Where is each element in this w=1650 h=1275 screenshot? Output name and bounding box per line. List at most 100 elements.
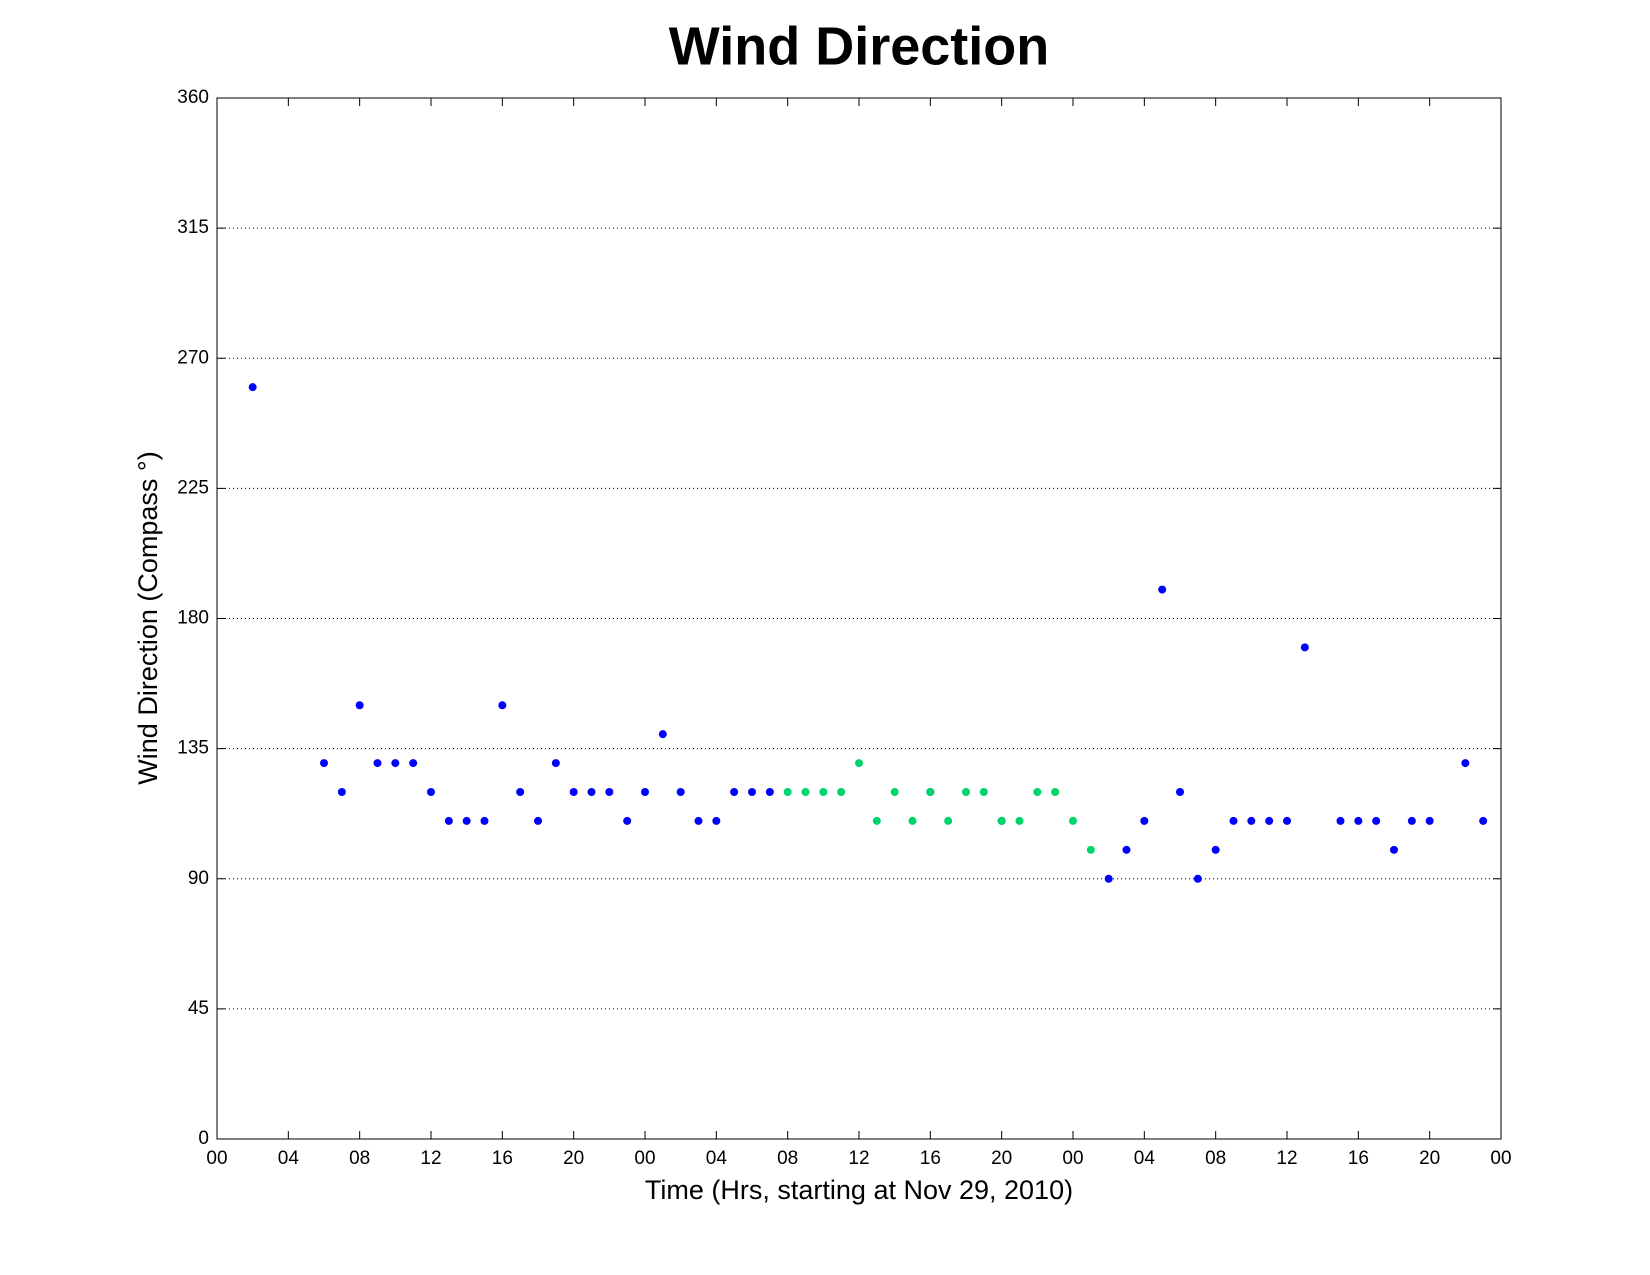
point <box>1158 585 1167 594</box>
point <box>1300 643 1309 652</box>
x-tick-label: 08 <box>349 1148 370 1169</box>
y-tick-label: 135 <box>177 738 209 759</box>
y-tick-label: 45 <box>188 998 209 1019</box>
point <box>409 759 418 768</box>
point <box>248 383 257 392</box>
point <box>337 788 346 796</box>
point <box>1461 759 1470 768</box>
point <box>1193 874 1202 883</box>
x-tick-label: 12 <box>420 1148 441 1169</box>
y-tick-label: 0 <box>198 1128 209 1149</box>
x-tick-label: 00 <box>1062 1148 1083 1169</box>
point <box>855 759 863 768</box>
y-tick-label: 90 <box>188 868 209 889</box>
point <box>1211 845 1220 854</box>
point <box>908 816 917 825</box>
point <box>783 788 792 796</box>
point <box>1122 845 1131 854</box>
point <box>480 816 489 825</box>
point <box>623 816 632 825</box>
x-tick-label: 16 <box>1348 1148 1369 1169</box>
point <box>1176 788 1184 796</box>
x-tick-label: 20 <box>563 1148 584 1169</box>
point <box>1372 816 1381 825</box>
x-tick-label: 04 <box>706 1148 728 1169</box>
point <box>1229 816 1238 825</box>
point <box>1425 816 1434 825</box>
point <box>658 730 667 739</box>
point <box>1104 874 1113 883</box>
point <box>962 788 970 796</box>
y-tick-label: 360 <box>177 87 209 108</box>
point <box>534 816 542 825</box>
x-tick-label: 08 <box>1205 1148 1226 1169</box>
point <box>551 759 560 768</box>
point <box>801 788 810 796</box>
point <box>1069 816 1077 825</box>
x-tick-label: 00 <box>206 1148 227 1169</box>
point <box>1479 816 1488 825</box>
point <box>569 788 578 796</box>
point <box>1086 845 1095 854</box>
plot-frame <box>216 97 1502 1140</box>
x-tick-label: 00 <box>634 1148 655 1169</box>
point <box>1354 816 1363 825</box>
point <box>427 788 435 796</box>
point <box>444 816 453 825</box>
point <box>926 788 935 796</box>
x-tick-label: 08 <box>777 1148 798 1169</box>
x-tick-label: 04 <box>278 1148 300 1169</box>
point <box>730 788 739 796</box>
point <box>819 788 828 796</box>
x-tick-label: 16 <box>920 1148 941 1169</box>
point <box>1015 816 1024 825</box>
x-tick-label: 12 <box>848 1148 869 1169</box>
chart-title: Wind Direction <box>669 16 1050 76</box>
point <box>890 788 899 796</box>
point <box>1390 845 1398 854</box>
point <box>373 759 382 768</box>
x-tick-label: 20 <box>991 1148 1012 1169</box>
x-axis-label: Time (Hrs, starting at Nov 29, 2010) <box>645 1175 1073 1205</box>
point <box>979 788 988 796</box>
point <box>1336 816 1345 825</box>
point <box>355 701 364 710</box>
point <box>765 788 774 796</box>
point <box>462 816 471 825</box>
point <box>391 759 400 768</box>
point <box>1407 816 1416 825</box>
y-tick-label: 315 <box>177 217 209 238</box>
point <box>837 788 846 796</box>
x-tick-label: 12 <box>1276 1148 1297 1169</box>
y-axis-label: Wind Direction (Compass °) <box>133 451 163 784</box>
y-tick-label: 270 <box>177 347 209 368</box>
x-tick-label: 16 <box>492 1148 513 1169</box>
point <box>1265 816 1274 825</box>
y-tick-label: 180 <box>177 608 209 629</box>
y-tick-label: 225 <box>177 477 209 498</box>
x-tick-label: 20 <box>1419 1148 1440 1169</box>
x-tick-label: 04 <box>1134 1148 1156 1169</box>
point <box>712 816 721 825</box>
point <box>1033 788 1042 796</box>
point <box>516 788 525 796</box>
point <box>1247 816 1256 825</box>
point <box>587 788 596 796</box>
point <box>748 788 756 796</box>
x-tick-label: 00 <box>1490 1148 1511 1169</box>
point <box>694 816 703 825</box>
point <box>641 788 649 796</box>
point <box>872 816 881 825</box>
point <box>676 788 685 796</box>
point <box>1140 816 1149 825</box>
point <box>498 701 507 710</box>
point <box>944 816 953 825</box>
point <box>1283 816 1291 825</box>
point <box>320 759 328 768</box>
point <box>1051 788 1060 796</box>
point <box>997 816 1006 825</box>
point <box>605 788 614 796</box>
